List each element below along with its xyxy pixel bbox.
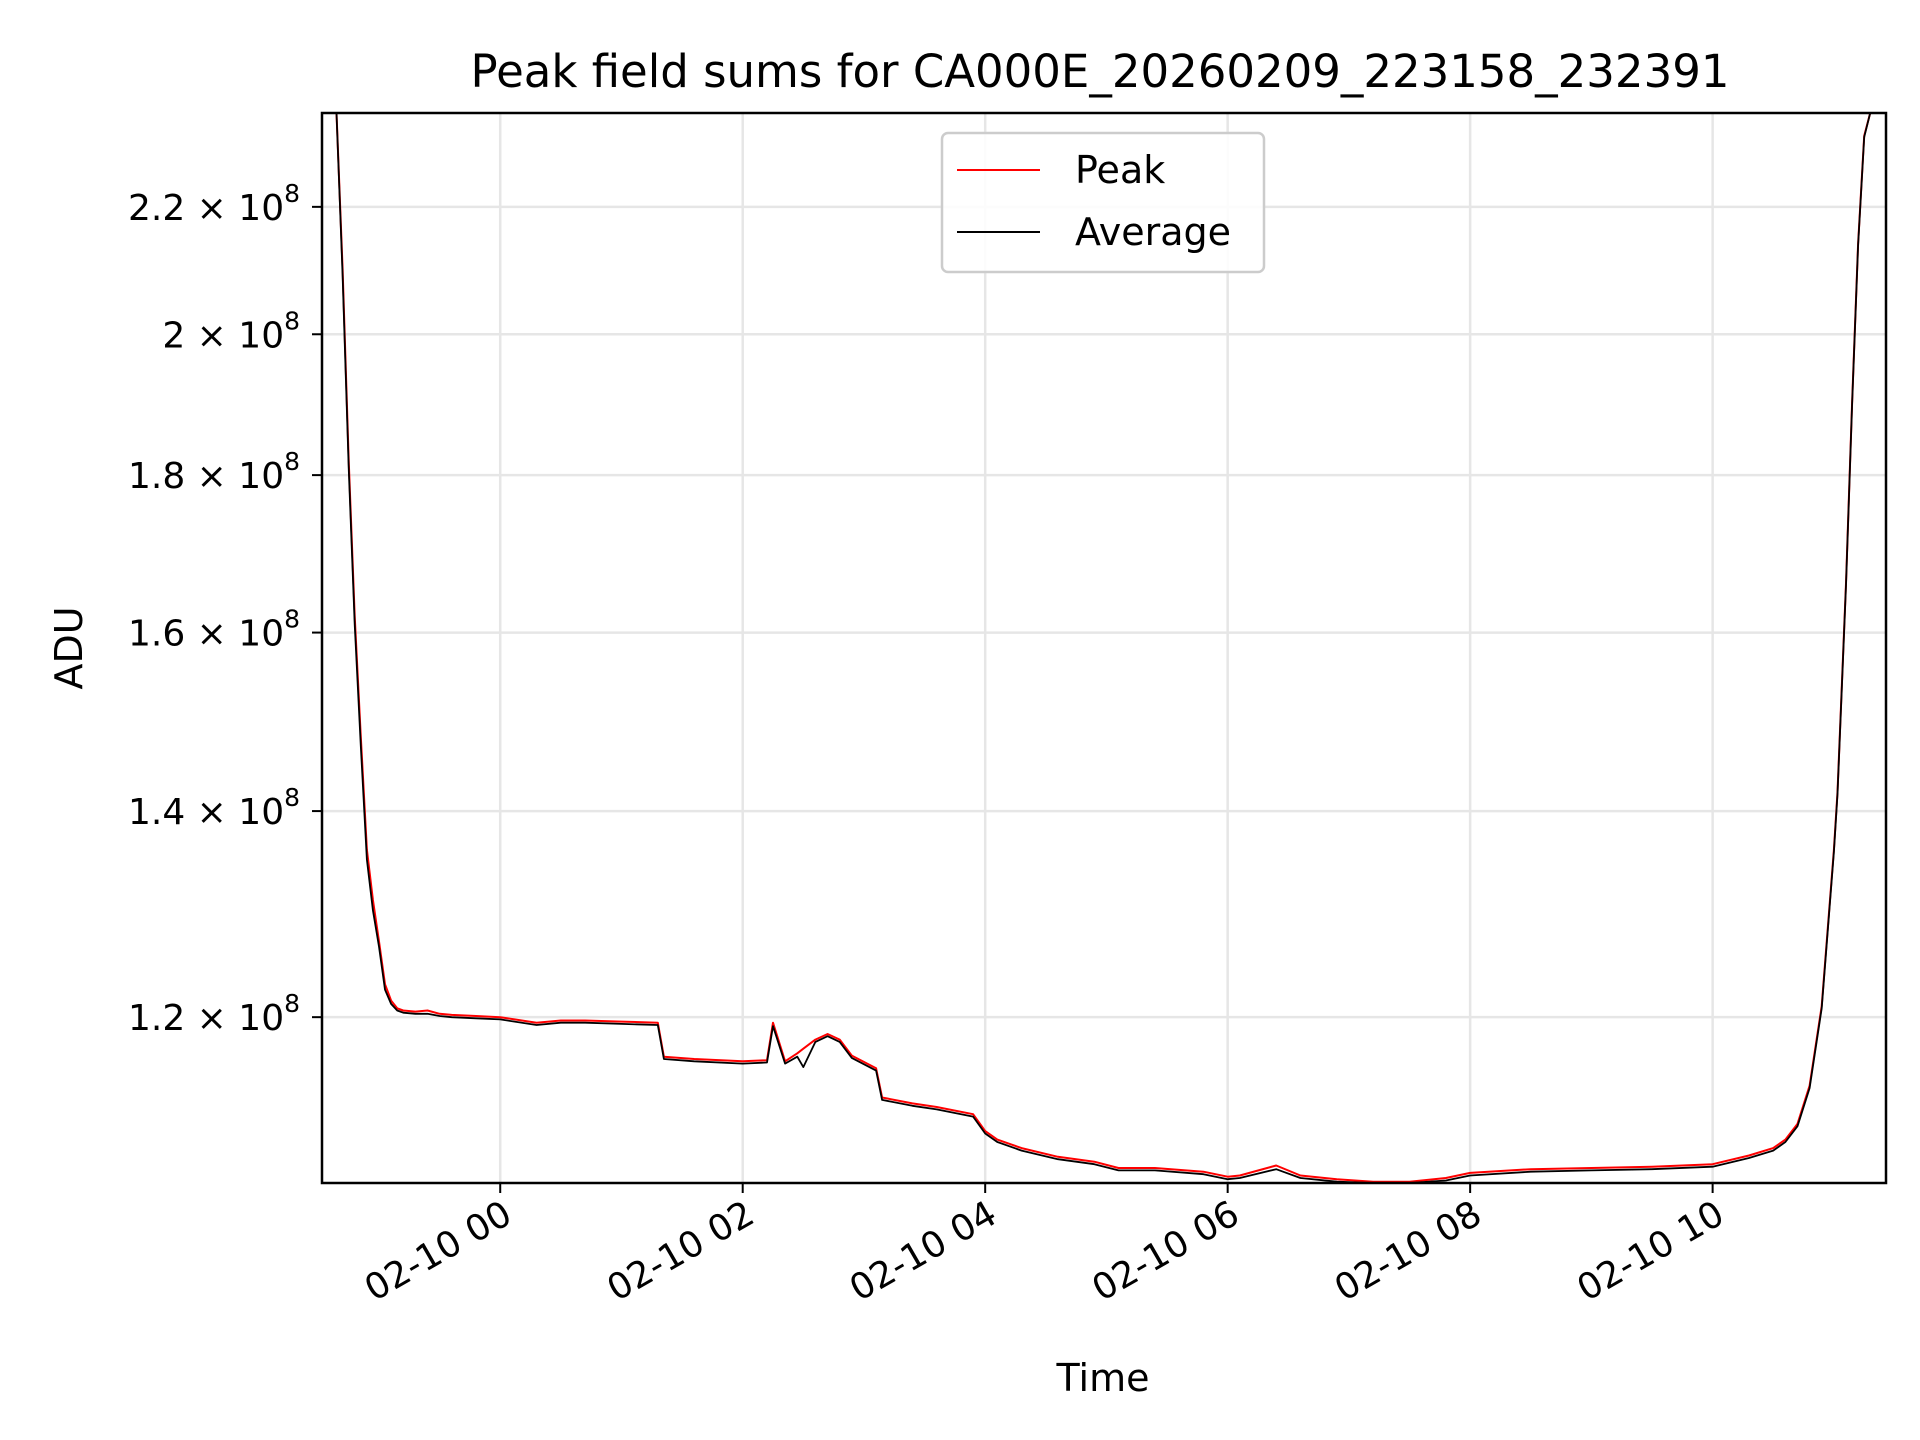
y-tick-label: 1.8 × 108 [128, 447, 300, 497]
series-line-average [335, 112, 1872, 1184]
y-tick-mantissa: 1.2 [128, 998, 185, 1039]
legend-peak-label: Peak [1075, 148, 1165, 192]
legend: Peak Average [940, 131, 1266, 274]
y-tick-times: × 10 [185, 315, 284, 356]
y-tick-mantissa: 1.6 [128, 614, 185, 655]
y-tick-mantissa: 2 [162, 315, 185, 356]
series-layer [335, 112, 1872, 1184]
series-line-peak [335, 112, 1872, 1183]
y-tick-exponent: 8 [284, 306, 300, 335]
y-tick-exponent: 8 [284, 989, 300, 1018]
y-tick-times: × 10 [185, 792, 284, 833]
legend-box [940, 131, 1266, 274]
y-tick-label: 1.2 × 108 [128, 989, 300, 1039]
y-tick-label: 2.2 × 108 [128, 179, 300, 229]
x-axis-label: Time [1056, 1356, 1150, 1400]
y-tick-mantissa: 1.8 [128, 456, 185, 497]
y-tick-times: × 10 [185, 456, 284, 497]
y-tick-times: × 10 [185, 188, 284, 229]
y-tick-mantissa: 2.2 [128, 188, 185, 229]
y-tick-label: 1.6 × 108 [128, 605, 300, 655]
y-tick-exponent: 8 [284, 783, 300, 812]
y-tick-exponent: 8 [284, 447, 300, 476]
y-tick-times: × 10 [185, 998, 284, 1039]
chart-title: Peak field sums for CA000E_20260209_2231… [471, 45, 1730, 98]
y-tick-label: 1.4 × 108 [128, 783, 300, 833]
y-tick-mantissa: 1.4 [128, 792, 185, 833]
y-tick-exponent: 8 [284, 605, 300, 634]
legend-average-label: Average [1075, 210, 1231, 254]
plot-frame [320, 111, 1888, 1185]
y-tick-label: 2 × 108 [162, 306, 300, 356]
grid [322, 113, 1886, 1183]
y-tick-exponent: 8 [284, 179, 300, 208]
y-tick-times: × 10 [185, 614, 284, 655]
y-axis-label: ADU [47, 606, 91, 689]
